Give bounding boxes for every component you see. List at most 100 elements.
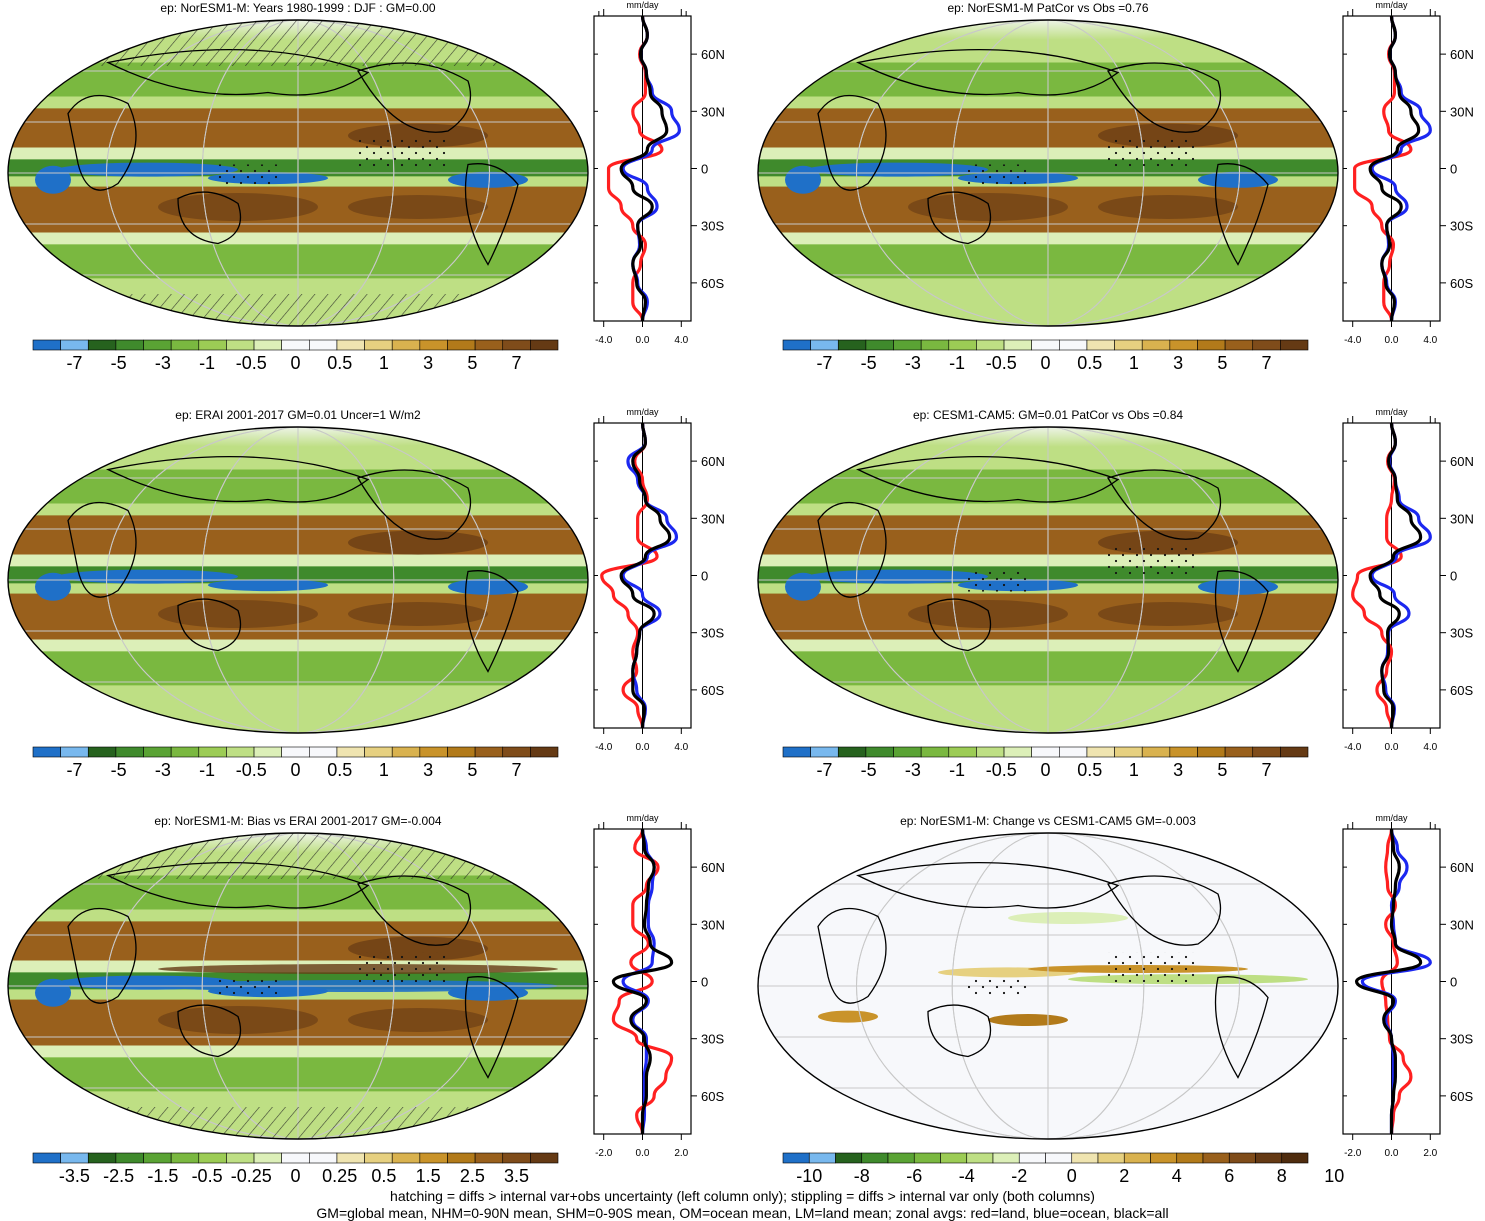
colorbar-tick-label: 0.25 [322,1166,357,1186]
meridian-gridline [856,833,1240,1139]
meridian-gridline [106,833,490,1139]
coastline [927,191,992,245]
colorbar-swatch [1114,339,1143,351]
x-tick-label: 4.0 [674,742,688,753]
change-blob [988,1014,1068,1026]
colorbar-swatch [474,1152,504,1164]
colorbar-swatch [966,1152,994,1164]
stippling [968,977,1028,998]
colorbar-swatch [861,1152,889,1164]
colorbar-swatch [143,1152,172,1164]
colorbar-tick-label: -0.5 [986,353,1017,373]
coastline [464,976,519,1079]
convective-blob [208,579,328,592]
zonal-series-all [1368,15,1421,322]
y-tick-label: 30S [701,1032,724,1047]
y-tick-label: 30S [1450,1032,1473,1047]
colorbar-swatch [837,746,867,758]
colorbar-swatch [1059,339,1088,351]
colorbar-tick-label: 0.5 [327,353,352,373]
zonal-unit-label: mm/day [626,0,659,10]
colorbar-tick-label: -0.5 [236,760,267,780]
colorbar-tick-label: 5 [1217,760,1227,780]
colorbar-tick-label: 0 [1040,760,1050,780]
coastline [67,907,137,1004]
colorbar-swatch [1197,339,1226,351]
dry-core [1098,602,1238,626]
colorbar-tick-label: -0.25 [231,1166,272,1186]
y-tick-label: 60N [701,47,725,62]
zonal-mean-panel: 60N 30N 0 30S 60S -4.0 0.0 4.0 mm/day [1342,407,1474,753]
x-tick-label: 0.0 [1385,1148,1399,1159]
colorbar-swatch [309,746,338,758]
colorbar-swatch [1123,1152,1151,1164]
map-outline [757,19,1339,327]
colorbar-swatch [143,339,172,351]
colorbar-swatch [1059,746,1088,758]
panel-4: ep: CESM1-CAM5: GM=0.01 PatCor vs Obs =0… [757,407,1474,780]
y-tick-label: 60S [701,276,724,291]
colorbar-swatch [1141,339,1171,351]
colorbar-swatch [893,746,922,758]
colorbar-tick-label: -0.5 [236,353,267,373]
colorbar-swatch [1031,746,1060,758]
colorbar-swatch [198,339,227,351]
convective-blob [448,578,528,595]
colorbar-swatch [1018,1152,1046,1164]
colorbar-swatch [474,339,504,351]
colorbar-tick-label: 0.5 [1077,353,1102,373]
colorbar-swatch [835,1152,863,1164]
colorbar-tick-label: 7 [512,760,522,780]
convective-blob [808,162,988,177]
colorbar-swatch [837,339,867,351]
colorbar-swatch [336,746,365,758]
convective-blob [808,569,988,584]
coastline [856,862,1120,909]
colorbar-swatch [87,746,117,758]
colorbar-swatch [1176,1152,1204,1164]
colorbar-tick-label: -3 [155,353,171,373]
colorbar-tick-label: 3 [1173,353,1183,373]
colorbar-tick-label: -1 [199,353,215,373]
colorbar-tick-label: -1 [949,760,965,780]
footer-note-legend: GM=global mean, NHM=0-90N mean, SHM=0-90… [316,1205,1169,1221]
meridian-gridline [951,833,1145,1139]
colorbar-tick-label: 10 [1324,1166,1344,1186]
coastline [817,94,887,191]
colorbar-swatch [170,339,200,351]
colorbar-swatch [336,339,365,351]
y-tick-label: 30S [701,219,724,234]
colorbar-tick-label: -1 [199,760,215,780]
colorbar-swatch [1255,1152,1283,1164]
colorbar-swatch [364,746,393,758]
colorbar-tick-label: 0 [290,353,300,373]
colorbar-tick-label: 7 [1262,760,1272,780]
colorbar-swatch [1031,339,1060,351]
colorbar-swatch [1097,1152,1125,1164]
coastline [106,456,370,503]
change-blob [818,1010,878,1023]
colorbar-tick-label: -10 [796,1166,822,1186]
colorbar-swatch [1003,339,1032,351]
colorbar-tick-label: 0 [290,1166,300,1186]
map-title: ep: NorESM1-M: Years 1980-1999 : DJF : G… [160,1,435,15]
coastline [67,501,137,598]
colorbar-tick-label: -2.5 [103,1166,134,1186]
coastline [67,94,137,191]
y-tick-label: 30N [1450,917,1474,932]
coastline [817,501,887,598]
colorbar-tick-label: 7 [512,353,522,373]
colorbar-swatch [887,1152,915,1164]
colorbar-swatch [198,746,227,758]
convective-blob [58,162,238,177]
x-tick-label: -4.0 [1344,742,1362,753]
colorbar-tick-label: 1 [1129,760,1139,780]
colorbar-swatch [782,1152,810,1164]
colorbar-swatch [920,339,950,351]
colorbar-tick-label: 5 [467,353,477,373]
y-tick-label: 30S [701,626,724,641]
stippling [1108,139,1198,169]
y-tick-label: 30N [701,511,725,526]
colorbar-swatch [253,746,282,758]
colorbar-swatch [920,746,950,758]
